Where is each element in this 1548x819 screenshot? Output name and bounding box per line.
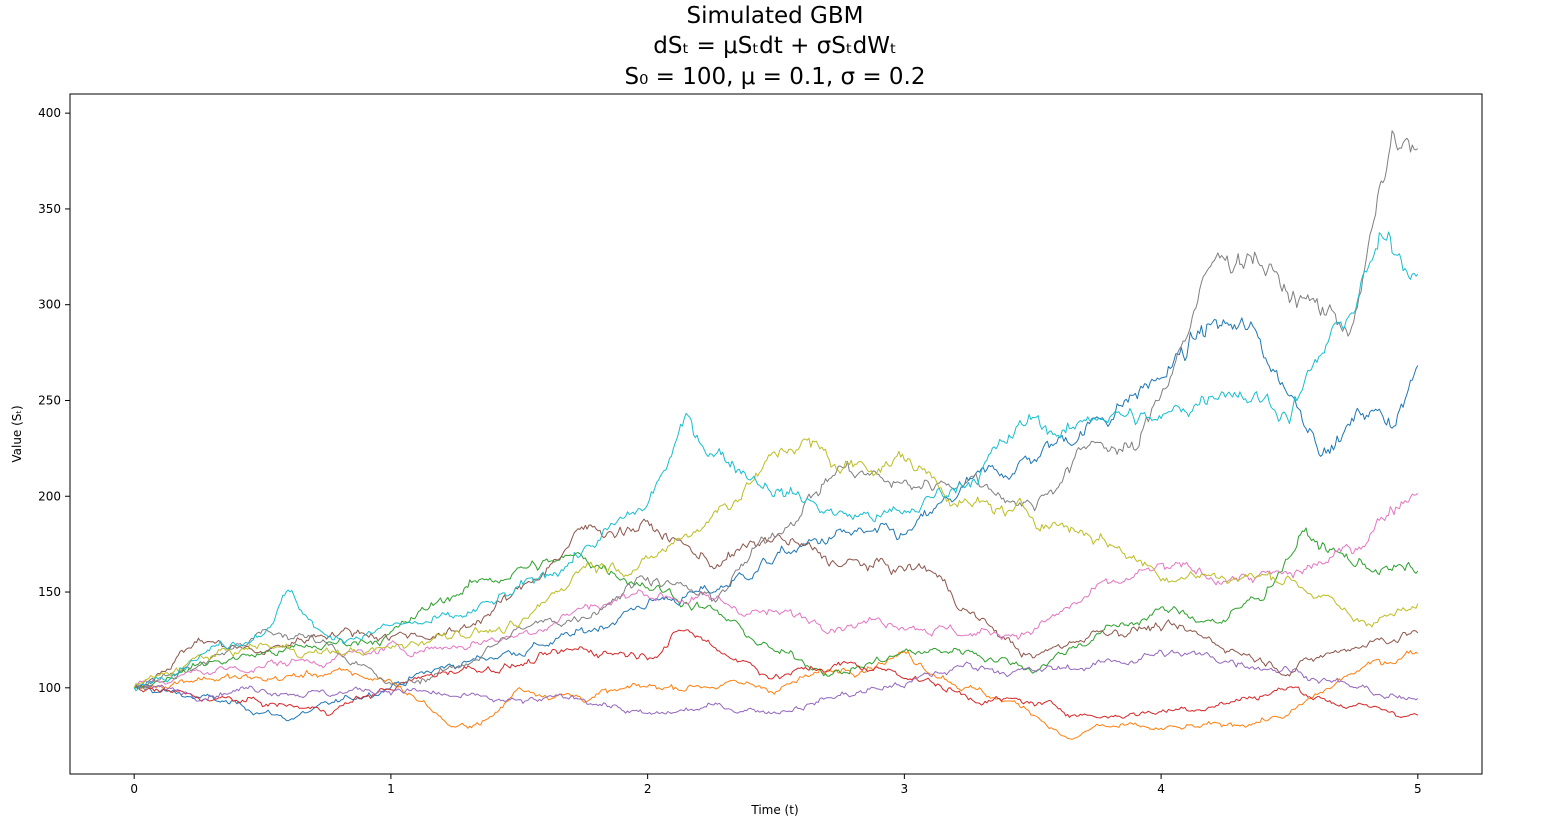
chart-title: Simulated GBM dSₜ = μSₜdt + σSₜdWₜ S₀ = … bbox=[624, 3, 925, 90]
y-tick-label: 300 bbox=[38, 298, 61, 312]
x-tick-label: 0 bbox=[130, 782, 138, 796]
series-line-3 bbox=[133, 527, 1419, 690]
x-tick-label: 3 bbox=[901, 782, 909, 796]
series-line-9 bbox=[133, 437, 1419, 688]
y-tick-label: 200 bbox=[38, 489, 61, 503]
y-tick-label: 150 bbox=[38, 585, 61, 599]
series-line-10 bbox=[133, 231, 1419, 692]
x-tick-label: 1 bbox=[387, 782, 395, 796]
series-line-8 bbox=[134, 130, 1419, 691]
series-line-1 bbox=[133, 317, 1419, 722]
x-tick-label: 2 bbox=[644, 782, 652, 796]
y-axis-label: Value (Sₜ) bbox=[10, 405, 24, 462]
chart-title-line-2: dSₜ = μSₜdt + σSₜdWₜ bbox=[653, 33, 897, 59]
x-axis: 0 1 2 3 4 5 bbox=[130, 774, 1422, 796]
y-tick-label: 350 bbox=[38, 202, 61, 216]
series-group bbox=[133, 130, 1419, 740]
y-tick-label: 100 bbox=[38, 681, 61, 695]
series-line-5 bbox=[133, 649, 1419, 715]
series-line-2 bbox=[134, 650, 1419, 740]
series-line-6 bbox=[134, 518, 1419, 689]
series-line-7 bbox=[133, 492, 1419, 689]
x-tick-label: 4 bbox=[1157, 782, 1165, 796]
chart-title-line-1: Simulated GBM bbox=[687, 3, 864, 29]
chart-title-line-3: S₀ = 100, μ = 0.1, σ = 0.2 bbox=[624, 64, 925, 90]
y-tick-label: 250 bbox=[38, 393, 61, 407]
plot-area-frame bbox=[69, 93, 1483, 775]
series-line-4 bbox=[134, 629, 1419, 719]
y-axis: 100 150 200 250 300 350 400 bbox=[38, 106, 70, 695]
x-tick-label: 5 bbox=[1414, 782, 1422, 796]
y-tick-label: 400 bbox=[38, 106, 61, 120]
x-axis-label: Time (t) bbox=[750, 803, 798, 817]
